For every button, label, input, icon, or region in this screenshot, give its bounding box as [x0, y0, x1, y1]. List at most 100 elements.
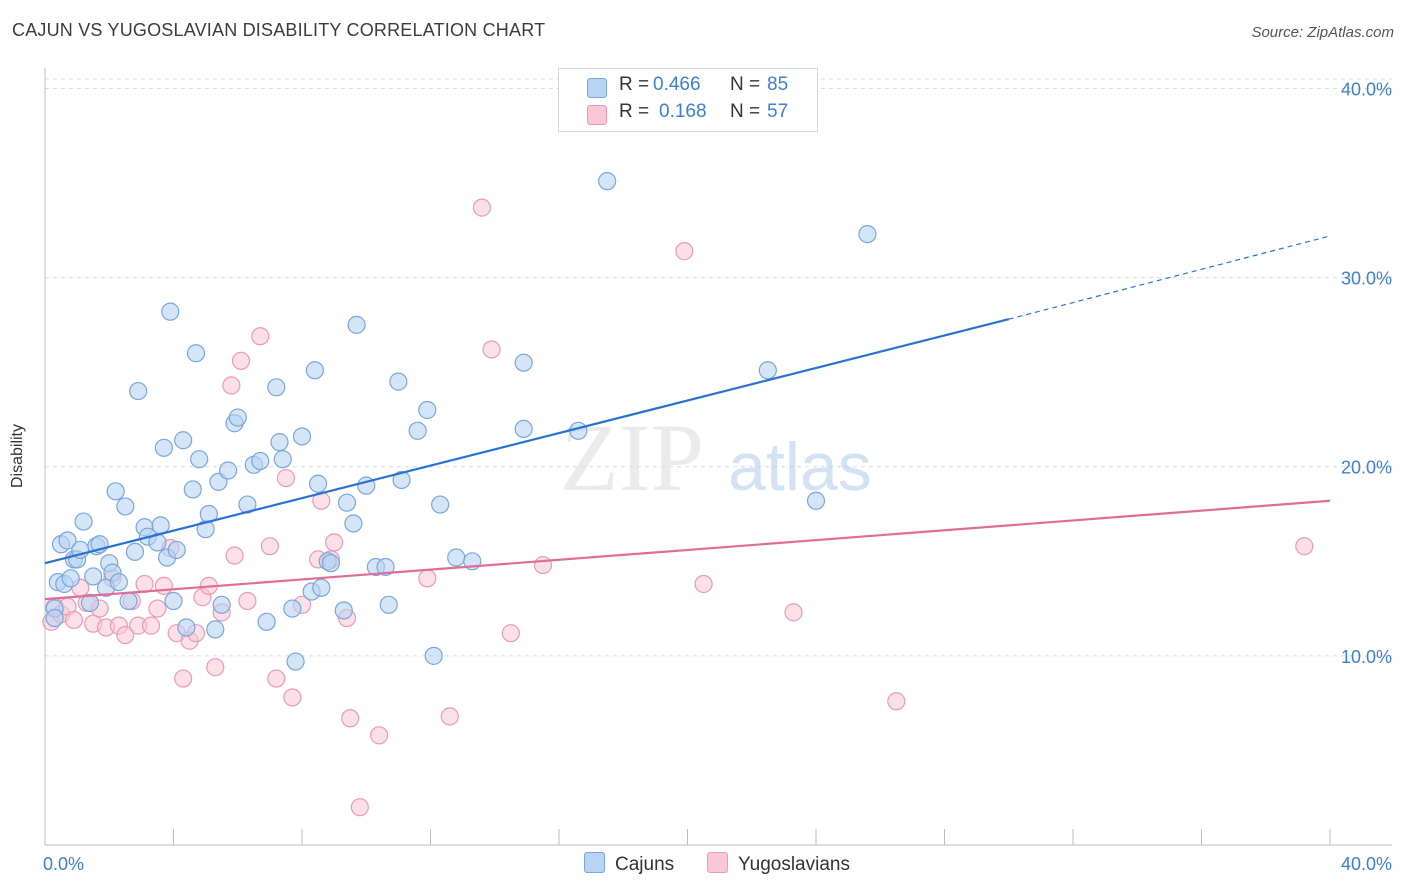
yugoslavians-point: [418, 569, 437, 588]
chart-title: CAJUN VS YUGOSLAVIAN DISABILITY CORRELAT…: [12, 20, 546, 40]
series-legend: Cajuns Yugoslavians: [0, 852, 1406, 878]
y-tick-label: 20.0%: [1341, 458, 1392, 478]
x-tick-label: 0.0%: [43, 854, 84, 874]
yugoslavians-point: [501, 624, 520, 643]
cajuns-point: [286, 652, 305, 671]
yugoslavians-point: [675, 242, 694, 261]
cajuns-point: [129, 381, 148, 401]
y-tick-label: 10.0%: [1341, 647, 1392, 667]
cajuns-r-value: 0.466: [653, 74, 701, 95]
cajuns-point: [177, 618, 196, 637]
legend-item-yugoslavians[interactable]: Yugoslavians: [707, 852, 850, 876]
yugoslavians-point: [206, 658, 225, 677]
cajuns-point: [858, 224, 877, 244]
cajuns-point: [228, 408, 247, 427]
legend-item-cajuns[interactable]: Cajuns: [584, 852, 674, 876]
cajuns-point: [806, 491, 826, 510]
yugoslavians-point: [231, 351, 251, 370]
cajuns-point: [273, 450, 292, 469]
cajuns-point: [119, 591, 138, 611]
yugoslavians-point: [135, 574, 154, 594]
cajuns-point: [447, 548, 466, 567]
watermark: ZIP atlas: [560, 404, 872, 511]
cajuns-point: [167, 540, 186, 560]
trend-lines: [44, 235, 1331, 601]
cajuns-point: [312, 578, 331, 597]
cajuns-point: [431, 495, 450, 514]
yugoslavians-r-value: 0.168: [659, 101, 707, 122]
cajuns-point: [45, 608, 64, 628]
yugoslavians-swatch: [707, 852, 728, 873]
yugoslavians-point: [251, 327, 270, 346]
yugoslavians-point: [694, 574, 713, 594]
cajuns-swatch: [584, 852, 605, 873]
yugoslavians-point: [267, 669, 286, 688]
yugoslavians-point: [350, 798, 369, 817]
axes: [44, 68, 1392, 846]
yugoslavians-point: [64, 610, 84, 630]
tick-labels: 10.0% 20.0% 30.0% 40.0% 0.0% 40.0%: [43, 79, 1392, 874]
cajuns-point: [267, 378, 286, 397]
cajuns-point: [758, 361, 777, 380]
yugoslavians-point: [1295, 537, 1314, 556]
cajuns-point: [376, 557, 395, 577]
cajuns-point: [321, 554, 341, 573]
cajuns-point: [514, 353, 533, 372]
cajuns-point: [186, 344, 206, 363]
cajuns-point: [408, 421, 427, 440]
cajuns-point: [212, 595, 231, 614]
yugoslavians-point: [276, 468, 296, 488]
yugoslavians-swatch: [587, 105, 607, 125]
yugoslavians-legend-label: Yugoslavians: [738, 854, 850, 875]
yugoslavians-point: [440, 707, 459, 726]
cajuns-point: [418, 400, 437, 420]
yugoslavians-point: [225, 546, 244, 565]
cajuns-point: [598, 172, 617, 191]
cajuns-point: [80, 593, 100, 613]
cajuns-point: [389, 372, 408, 391]
yugoslavians-point: [148, 599, 167, 618]
cajuns-point: [109, 573, 128, 592]
cajuns-point: [206, 620, 225, 639]
cajuns-point: [125, 542, 145, 561]
cajuns-point: [154, 438, 173, 457]
cajuns-point: [58, 531, 77, 550]
cajuns-point: [74, 512, 93, 531]
x-tick-label: 40.0%: [1341, 854, 1392, 874]
yugoslavians-point: [154, 576, 173, 595]
cajuns-point: [379, 595, 398, 614]
cajuns-point: [514, 419, 533, 439]
legend-n-label: N =: [730, 101, 761, 122]
legend-r-label: R =: [619, 74, 650, 95]
yugoslavians-point: [482, 340, 501, 359]
cajuns-legend-label: Cajuns: [615, 854, 675, 875]
cajuns-point: [308, 474, 328, 493]
watermark-atlas: atlas: [728, 429, 872, 505]
cajuns-point: [305, 361, 324, 380]
yugoslavians-point: [370, 726, 389, 745]
cajuns-point: [292, 427, 312, 446]
cajuns-point: [106, 482, 125, 501]
y-tick-label: 40.0%: [1341, 79, 1392, 99]
cajuns-point: [190, 450, 209, 469]
yugoslavians-point: [533, 555, 553, 575]
cajuns-point: [219, 461, 238, 480]
source-credit: Source: ZipAtlas.com: [1251, 24, 1394, 41]
legend-r-label: R =: [619, 101, 650, 122]
cajuns-points: [45, 172, 877, 671]
cajuns-trend-extension: [1008, 235, 1331, 320]
correlation-legend: R = 0.466 N = 85 R = 0.168 N = 57: [558, 68, 818, 132]
yugoslavians-point: [116, 625, 135, 645]
cajuns-point: [283, 599, 302, 618]
cajuns-point: [334, 601, 353, 620]
yugoslavians-point: [325, 533, 344, 552]
legend-n-label: N =: [730, 74, 761, 95]
cajuns-point: [161, 302, 180, 321]
y-tick-label: 30.0%: [1341, 269, 1392, 289]
cajuns-trend-line: [44, 318, 1010, 565]
cajuns-point: [183, 480, 202, 499]
yugoslavians-point: [238, 591, 257, 611]
yugoslavians-point: [472, 198, 491, 217]
yugoslavians-point: [283, 688, 302, 707]
